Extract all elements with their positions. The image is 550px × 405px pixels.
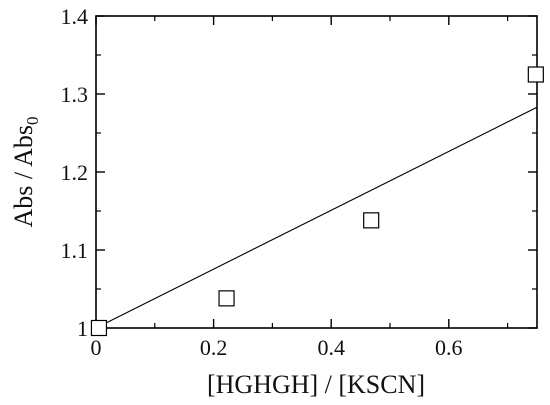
- x-axis-label: [HGHGH] / [KSCN]: [207, 370, 425, 399]
- data-point: [218, 290, 235, 307]
- tick-marks: [95, 15, 537, 329]
- y-tick-label: 1.3: [61, 82, 89, 107]
- fit-line: [95, 106, 538, 329]
- y-tick-label: 1.2: [61, 160, 89, 185]
- x-tick-label: 0: [91, 335, 102, 360]
- y-axis-label-main: Abs / Abs: [9, 125, 38, 228]
- x-tick-label: 0.6: [435, 335, 463, 360]
- data-point: [363, 212, 380, 229]
- data-points: [90, 66, 544, 337]
- y-tick-label: 1: [77, 316, 88, 341]
- plot-frame: [95, 15, 538, 329]
- y-tick-label: 1.4: [61, 4, 89, 29]
- y-axis-label: Abs / Abs0: [9, 116, 42, 227]
- x-tick-label: 0.2: [200, 335, 228, 360]
- tick-labels: 0 0.2 0.4 0.6 1 1.1 1.2 1.3 1.4: [61, 4, 463, 360]
- y-tick-label: 1.1: [61, 238, 89, 263]
- x-tick-label: 0.4: [317, 335, 345, 360]
- data-point: [90, 319, 108, 337]
- data-point: [527, 66, 544, 83]
- y-axis-label-subscript: 0: [23, 116, 42, 125]
